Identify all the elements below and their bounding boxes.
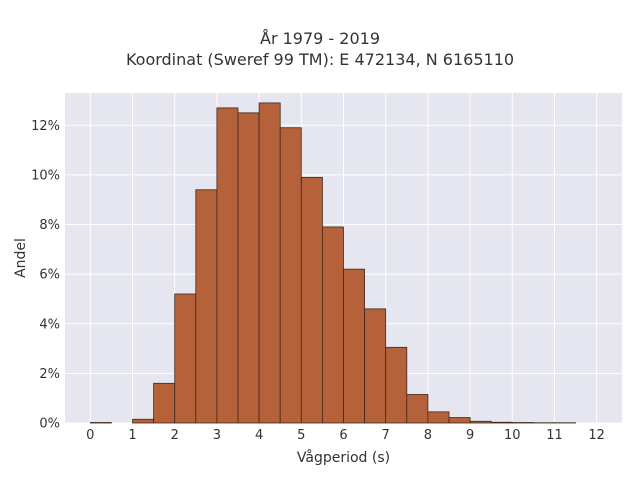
histogram-bar (343, 268, 365, 424)
histogram-bar (427, 411, 450, 424)
x-tick-label: 3 (213, 428, 221, 443)
x-tick-label: 2 (171, 428, 179, 443)
histogram-bar (300, 176, 323, 424)
histogram-bar (237, 112, 260, 424)
x-tick-label: 5 (297, 428, 305, 443)
y-tick-label: 12% (31, 119, 60, 134)
x-tick-label: 10 (504, 428, 521, 443)
y-tick-label: 2% (39, 367, 60, 382)
histogram-bar (490, 421, 513, 424)
y-tick-label: 8% (39, 218, 60, 233)
histogram-bar (279, 127, 302, 424)
x-tick-label: 9 (466, 428, 474, 443)
y-tick-label: 6% (39, 268, 60, 283)
histogram-bar (132, 418, 155, 424)
chart-title-line-2: Koordinat (Sweref 99 TM): E 472134, N 61… (125, 50, 515, 69)
x-tick-label: 4 (255, 428, 263, 443)
histogram-bar (174, 293, 197, 424)
y-tick-label: 0% (39, 417, 60, 432)
histogram-bar (448, 417, 471, 424)
histogram-bar (216, 107, 239, 424)
histogram-bar (153, 382, 176, 424)
histogram-bars (89, 102, 576, 424)
histogram-bar (406, 394, 429, 424)
y-tick-label: 10% (31, 168, 60, 183)
chart-title-line-1: År 1979 - 2019 (260, 29, 380, 48)
x-tick-label: 12 (588, 428, 605, 443)
x-tick-labels: 0 1 2 3 4 5 6 7 8 9 10 11 12 (86, 428, 605, 443)
histogram-bar (195, 189, 218, 424)
histogram-bar (322, 226, 344, 424)
x-tick-label: 8 (424, 428, 432, 443)
histogram-bar (364, 308, 387, 424)
x-tick-label: 0 (86, 428, 94, 443)
x-tick-label: 7 (382, 428, 390, 443)
y-axis-label: Andel (13, 238, 29, 278)
x-tick-label: 6 (339, 428, 347, 443)
histogram-bar (385, 346, 408, 424)
y-tick-labels: 0% 2% 4% 6% 8% 10% 12% (31, 119, 60, 432)
y-tick-label: 4% (39, 317, 60, 332)
x-tick-label: 11 (546, 428, 563, 443)
x-axis-label: Vågperiod (s) (297, 449, 390, 466)
x-tick-label: 1 (128, 428, 136, 443)
histogram-bar (258, 102, 281, 424)
histogram-bar (469, 420, 492, 424)
